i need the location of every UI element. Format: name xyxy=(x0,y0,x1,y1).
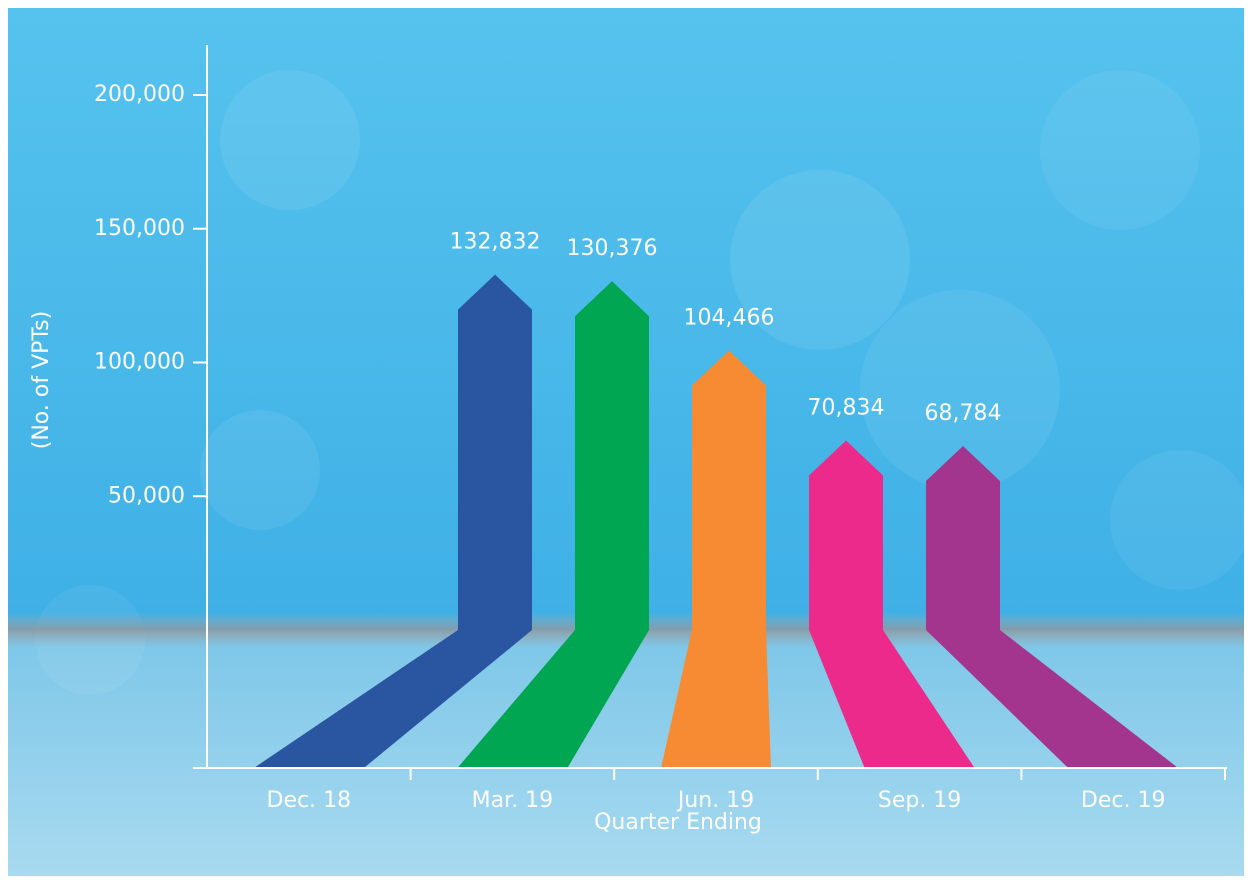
value-label: 130,376 xyxy=(567,236,658,261)
x-tick-label: Jun. 19 xyxy=(676,788,754,813)
y-tick-label: 50,000 xyxy=(108,483,185,508)
value-label: 70,834 xyxy=(808,396,885,421)
x-tick-label: Mar. 19 xyxy=(472,788,553,813)
bar xyxy=(809,441,883,630)
value-label: 132,832 xyxy=(450,230,541,255)
y-tick-label: 200,000 xyxy=(94,82,185,107)
x-tick-label: Sep. 19 xyxy=(878,788,961,813)
x-tick-label: Dec. 19 xyxy=(1081,788,1166,813)
bar xyxy=(575,281,649,630)
value-label: 104,466 xyxy=(684,306,775,331)
bar xyxy=(926,446,1000,630)
value-label: 68,784 xyxy=(925,401,1002,426)
y-tick-label: 150,000 xyxy=(94,216,185,241)
x-tick-label: Dec. 18 xyxy=(267,788,352,813)
x-axis-title: Quarter Ending xyxy=(594,810,762,835)
bar xyxy=(692,351,766,630)
y-axis-title: (No. of VPTs) xyxy=(29,311,54,449)
page: Quarter Ending (No. of VPTs) 50,000 100,0… xyxy=(0,0,1252,884)
chart: Quarter Ending (No. of VPTs) 50,000 100,0… xyxy=(0,0,1252,884)
bar xyxy=(458,275,532,630)
y-tick-label: 100,000 xyxy=(94,350,185,375)
